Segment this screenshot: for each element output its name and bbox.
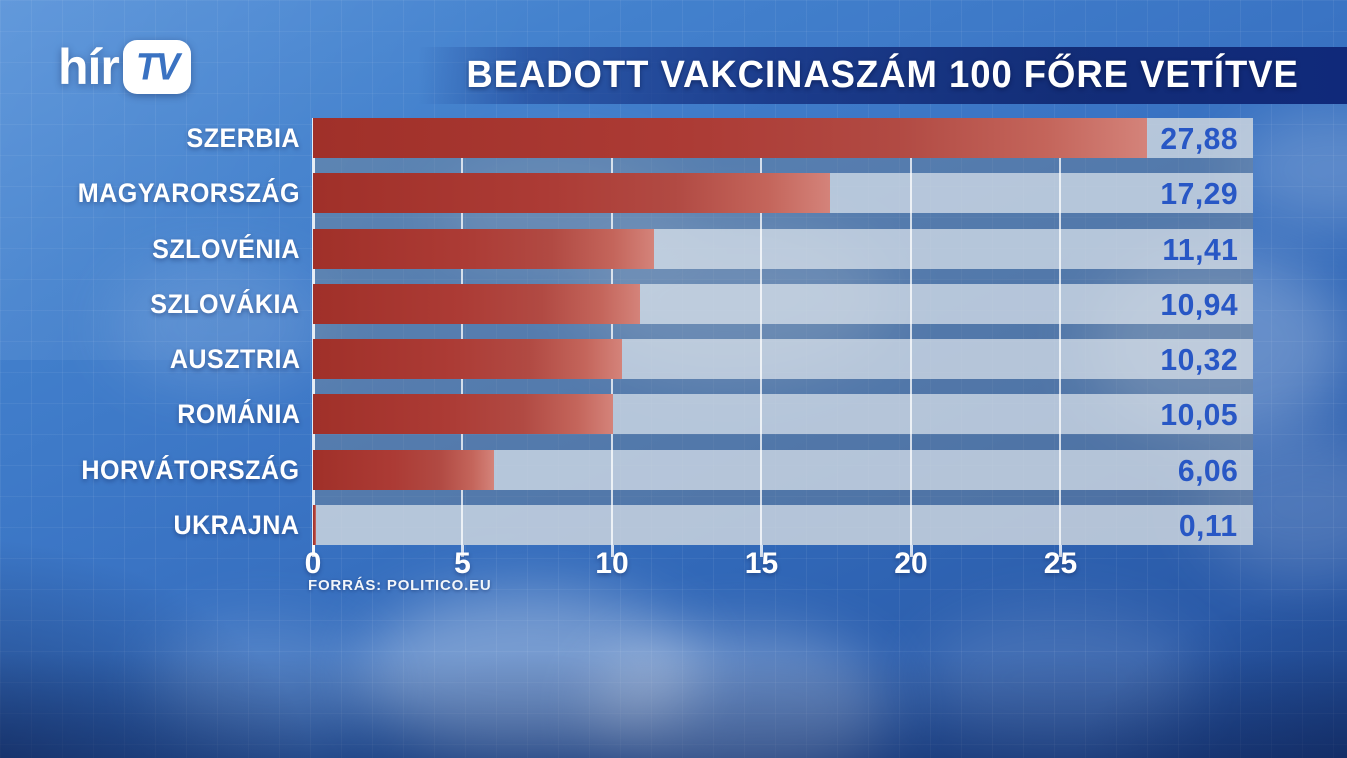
gridline [461,118,464,545]
axis-tick-label: 15 [744,547,779,580]
bar [313,505,317,545]
chart-row: MAGYARORSZÁG 17,29 [0,173,1347,214]
bar [313,339,622,380]
gridline [1059,118,1062,545]
axis-tick-label: 0 [304,547,322,580]
title-banner: BEADOTT VAKCINASZÁM 100 FŐRE VETÍTVE [418,47,1347,104]
gridline [610,118,613,545]
chart-row: HORVÁTORSZÁG 6,06 [0,449,1347,490]
value-label: 17,29 [1160,176,1238,212]
axis-tick-mark [312,545,315,557]
value-label: 27,88 [1160,121,1238,156]
gridline [909,118,912,545]
value-label: 11,41 [1161,231,1238,267]
cloud-blob [150,620,380,750]
country-label: AUSZTRIA [169,344,300,375]
value-label: 10,32 [1160,342,1238,378]
y-axis-line [312,118,315,557]
chart-row: AUSZTRIA 10,32 [0,339,1347,380]
bar [313,394,614,435]
chart-row: SZLOVÁKIA 10,94 [0,283,1347,324]
cloud-blob [920,610,1200,750]
bar [313,173,830,214]
axis-tick-label: 20 [894,547,928,580]
country-label: UKRAJNA [173,510,300,540]
value-label: 0,11 [1179,508,1238,543]
bar [313,283,641,324]
cloud-blob [590,630,890,758]
axis-tick-mark [461,545,465,557]
axis-tick-label: 10 [595,547,629,580]
value-label: 10,94 [1160,286,1238,322]
axis-tick-mark [760,545,764,557]
country-label: HORVÁTORSZÁG [81,454,300,485]
chart-row: ROMÁNIA 10,05 [0,394,1347,435]
axis-tick-label: 5 [454,547,471,580]
hirtv-logo: hír TV [58,40,191,94]
country-label: SZLOVÉNIA [152,233,300,264]
cloud-blob [360,590,700,758]
country-label: SZLOVÁKIA [150,288,300,319]
hirtv-logo-text: hír [58,39,120,95]
country-label: ROMÁNIA [176,399,300,430]
bar-track [313,505,1253,545]
chart-row: SZERBIA 27,88 [0,118,1347,158]
country-label: MAGYARORSZÁG [77,178,300,209]
chart-row: UKRAJNA 0,11 [0,505,1347,545]
value-label: 6,06 [1177,452,1238,488]
hirtv-logo-badge-text: TV [135,44,180,88]
axis-tick-mark [1059,545,1063,557]
axis-tick-mark [909,545,913,557]
hirtv-logo-badge: TV [122,40,191,94]
gridline [760,118,763,545]
source-credit: FORRÁS: POLITICO.EU [308,577,492,594]
axis-tick-label: 25 [1043,547,1078,580]
chart-title: BEADOTT VAKCINASZÁM 100 FŐRE VETÍTVE [466,54,1299,96]
axis-tick-mark [610,545,614,557]
bar [313,449,495,490]
chart-row: SZLOVÉNIA 11,41 [0,228,1347,269]
country-label: SZERBIA [186,123,300,153]
bar [313,118,1147,158]
bar [313,228,655,269]
value-label: 10,05 [1160,397,1238,433]
